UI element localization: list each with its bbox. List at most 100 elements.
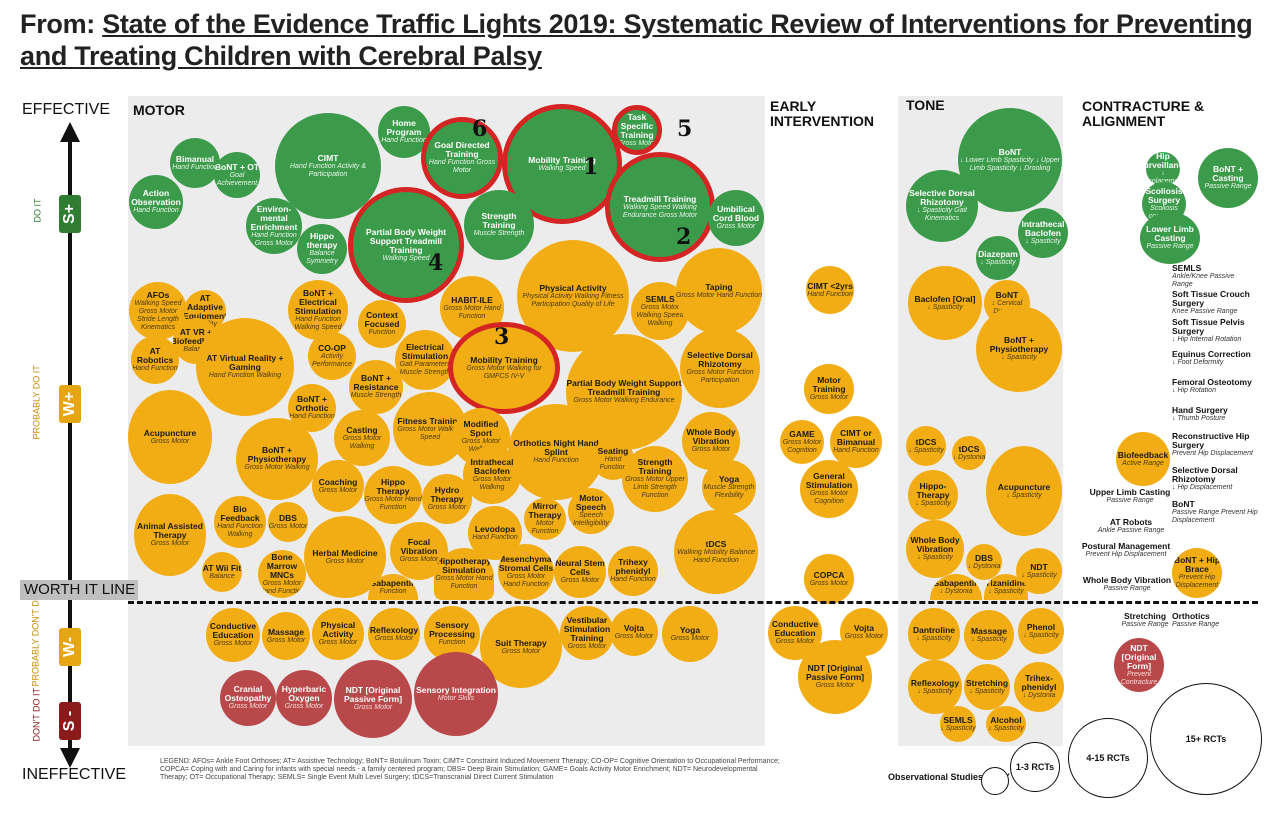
bubble-conductive-education-motor[interactable]: Conductive Education Gross Motor xyxy=(206,608,260,662)
bubble-trihexyphenidyl-tone[interactable]: Trihex-phenidyl ↓ Dystonia xyxy=(1014,662,1064,712)
bubble-cranial-osteopathy[interactable]: Cranial Osteopathy Gross Motor xyxy=(220,670,276,726)
bubble-goal-directed-training[interactable]: Goal Directed Training Hand Function Gros… xyxy=(421,117,503,199)
bubble-physical-activity-below[interactable]: Physical Activity Gross Motor xyxy=(312,608,364,660)
bubble-cimt-under-2[interactable]: CIMT <2yrs Hand Function xyxy=(806,266,854,314)
bubble-massage-tone[interactable]: Massage ↓ Spasticity xyxy=(964,610,1014,660)
bubble-vojta-early[interactable]: Vojta Gross Motor xyxy=(840,608,888,656)
bubble-game[interactable]: GAME Gross Motor Cognition xyxy=(780,420,824,464)
bubble-motor-training[interactable]: Motor Training Gross Motor xyxy=(804,364,854,414)
bubble-acupuncture-motor[interactable]: Acupuncture Gross Motor xyxy=(128,390,212,484)
bubble-strength-training-yellow[interactable]: Strength Training Gross Motor Upper Limb … xyxy=(622,446,688,512)
bubble-ndt-passive-motor[interactable]: NDT [Original Passive Form] Gross Motor xyxy=(334,660,412,738)
bubble-context-focused[interactable]: Context Focused Function xyxy=(358,300,406,348)
item-femoral-osteotomy[interactable]: Femoral Osteotomy ↓ Hip Rotation xyxy=(1172,377,1252,395)
bubble-intrathecal-baclofen-motor[interactable]: Intrathecal Baclofen Gross Motor Walking xyxy=(463,446,521,504)
item-postural-management[interactable]: Postural Management Prevent Hip Displacem… xyxy=(1081,541,1171,559)
bubble-general-stimulation[interactable]: General Stimulation Gross Motor Cognition xyxy=(800,460,858,518)
item-soft-tissue-pelvis[interactable]: Soft Tissue Pelvis Surgery ↓ Hip Internal… xyxy=(1172,317,1245,344)
bubble-semls-tone[interactable]: SEMLS ↓ Spasticity xyxy=(940,706,976,742)
item-bont-contracture[interactable]: BoNT Passive Range Prevent Hip Displaceme… xyxy=(1172,499,1258,525)
bubble-bont-ot[interactable]: BoNT + OT Goal Achievement xyxy=(214,152,260,198)
bubble-bont-resistance[interactable]: BoNT + Resistance Muscle Strength xyxy=(349,360,403,414)
bubble-at-robotics[interactable]: AT Robotics Hand Function xyxy=(131,336,179,384)
bubble-sensory-processing[interactable]: Sensory Processing Function xyxy=(424,606,480,662)
bubble-diazepam[interactable]: Diazepam ↓ Spasticity xyxy=(976,236,1020,280)
bubble-orthotics-night-hand-splint[interactable]: Orthotics Night Hand Splint Hand Function xyxy=(508,404,604,500)
item-equinus-correction[interactable]: Equinus Correction ↓ Foot Deformity xyxy=(1172,349,1251,367)
bubble-coaching[interactable]: Coaching Gross Motor xyxy=(312,460,364,512)
bubble-hippo-therapy-yellow[interactable]: Hippo Therapy Gross Motor Hand Function xyxy=(364,466,422,524)
bubble-electrical-stimulation[interactable]: Electrical Stimulation Gait Parameters Mu… xyxy=(395,330,455,390)
bubble-hippo-therapy-green[interactable]: Hippo therapy Balance Symmetry xyxy=(297,224,347,274)
bubble-alcohol[interactable]: Alcohol ↓ Spasticity xyxy=(986,706,1026,742)
bubble-task-specific-training[interactable]: Task Specific Training Gross Motor xyxy=(612,105,662,155)
bubble-cimt[interactable]: CIMT Hand Function Activity & Participati… xyxy=(275,113,381,219)
bubble-bio-feedback-motor[interactable]: Bio Feedback Hand Function Walking xyxy=(214,496,266,548)
bubble-baclofen-oral[interactable]: Baclofen [Oral] ↓ Spasticity xyxy=(908,266,982,340)
bubble-yoga-below[interactable]: Yoga Gross Motor xyxy=(662,606,718,662)
bubble-gabapentin-motor[interactable]: Gabapentin Function xyxy=(368,574,418,600)
bubble-mobility-training-yellow[interactable]: Mobility Training Gross Motor Walking for… xyxy=(448,322,560,414)
bubble-reflexology-tone[interactable]: Reflexology ↓ Spasticity xyxy=(908,660,962,714)
bubble-cimt-or-bimanual[interactable]: CIMT or Bimanual Hand Function xyxy=(830,416,882,468)
bubble-lower-limb-casting[interactable]: Lower Limb Casting Passive Range xyxy=(1140,212,1200,264)
item-stretching-contracture[interactable]: Stretching Passive Range xyxy=(1121,611,1169,629)
item-orthotics-contracture[interactable]: Orthotics Passive Range xyxy=(1172,611,1220,629)
bubble-tdcs-spasticity[interactable]: tDCS ↓ Spasticity xyxy=(906,426,946,466)
bubble-intrathecal-baclofen-tone[interactable]: Intrathecal Baclofen ↓ Spasticity xyxy=(1018,208,1068,258)
bubble-bont-physiotherapy-tone[interactable]: BoNT + Physiotherapy ↓ Spasticity xyxy=(976,306,1062,392)
bubble-hip-surveillance[interactable]: Hip Surveillance↓ Displacement xyxy=(1146,152,1180,186)
bubble-bont-hip-brace[interactable]: BoNT + Hip Brace Prevent Hip Displacement xyxy=(1172,548,1222,598)
bubble-dbs-tone[interactable]: DBS ↓ Dystonia xyxy=(966,544,1002,580)
bubble-massage-motor[interactable]: Massage Gross Motor xyxy=(262,612,310,660)
bubble-animal-assisted-therapy[interactable]: Animal Assisted Therapy Gross Motor xyxy=(134,494,206,576)
item-wbv-contracture[interactable]: Whole Body Vibration Passive Range xyxy=(1082,575,1172,593)
bubble-hippo-therapy-tone[interactable]: Hippo-Therapy ↓ Spasticity xyxy=(908,470,958,520)
bubble-copca[interactable]: COPCA Gross Motor xyxy=(804,554,854,604)
bubble-sensory-integration[interactable]: Sensory Integration Motor Skills xyxy=(414,652,498,736)
bubble-at-virtual-reality[interactable]: AT Virtual Reality + Gaming Hand Function… xyxy=(196,318,294,416)
bubble-sdr-motor[interactable]: Selective Dorsal Rhizotomy Gross Motor Fu… xyxy=(680,328,760,408)
bubble-tdcs-motor[interactable]: tDCS Walking Mobility Balance Hand Functi… xyxy=(674,510,758,594)
bubble-bont-physiotherapy-motor[interactable]: BoNT + Physiotherapy Gross Motor Walking xyxy=(236,418,318,500)
bubble-bont-casting[interactable]: BoNT + Casting Passive Range xyxy=(1198,148,1258,208)
bubble-ndt-original-form[interactable]: NDT [Original Form] Prevent Contracture xyxy=(1114,638,1164,692)
bubble-dantroline[interactable]: Dantroline ↓ Spasticity xyxy=(908,608,960,660)
bubble-strength-training-green[interactable]: Strength Training Muscle Strength xyxy=(464,190,534,260)
bubble-trihexyphenidyl-motor[interactable]: Trihexy phenidyl Hand Function xyxy=(608,546,658,596)
bubble-vojta-motor[interactable]: Vojta Gross Motor xyxy=(610,608,658,656)
bubble-yoga-motor[interactable]: Yoga Muscle Strength Flexibility xyxy=(702,460,756,514)
bubble-motor-speech[interactable]: Motor Speech Speech Intelligibility xyxy=(568,488,614,534)
bubble-hippotherapy-simulation[interactable]: Hippotherapy Simulation Gross Motor Hand … xyxy=(434,548,494,600)
bubble-taping[interactable]: Taping Gross Motor Hand Function xyxy=(676,248,762,334)
item-sdr-contracture[interactable]: Selective Dorsal Rhizotomy ↓ Hip Displace… xyxy=(1172,465,1238,492)
bubble-environmental-enrichment[interactable]: Environ-mental Enrichment Hand Function G… xyxy=(246,198,302,254)
bubble-gabapentin-tone[interactable]: Gabapentin ↓ Dystonia xyxy=(930,574,982,600)
bubble-acupuncture-tone[interactable]: Acupuncture ↓ Spasticity xyxy=(986,446,1062,536)
item-semls-contracture[interactable]: SEMLS Ankle/Knee Passive Range xyxy=(1172,263,1235,289)
bubble-tdcs-dystonia[interactable]: tDCS ↓ Dystonia xyxy=(952,436,986,470)
bubble-stretching-tone[interactable]: Stretching ↓ Spasticity xyxy=(964,664,1010,710)
bubble-mirror-therapy[interactable]: Mirror Therapy Motor Function xyxy=(524,498,566,540)
bubble-neural-stem-cells[interactable]: Neural Stem Cells Gross Motor xyxy=(554,546,606,598)
bubble-bont-electrical-stimulation[interactable]: BoNT + Electrical Stimulation Hand Functi… xyxy=(288,280,348,340)
item-hand-surgery[interactable]: Hand Surgery ↓ Thumb Posture xyxy=(1172,405,1228,423)
bubble-whole-body-vibration-motor[interactable]: Whole Body Vibration Gross Motor xyxy=(682,412,740,470)
bubble-hyperbaric-oxygen[interactable]: Hyperbaric Oxygen Gross Motor xyxy=(276,670,332,726)
bubble-bimanual[interactable]: Bimanual Hand Function xyxy=(170,138,220,188)
bubble-casting-motor[interactable]: Casting Gross Motor Walking xyxy=(334,410,390,466)
bubble-bone-marrow-mncs[interactable]: Bone Marrow MNCs Gross Motor Hand Functio… xyxy=(258,550,306,598)
bubble-wbv-tone[interactable]: Whole Body Vibration ↓ Spasticity xyxy=(906,520,964,578)
bubble-mesenchymal[interactable]: Mesenchymal Stromal Cells Gross Motor Han… xyxy=(498,544,554,600)
bubble-vestibular-stimulation[interactable]: Vestibular Stimulation Training Gross Mot… xyxy=(560,606,614,660)
bubble-umbilical-cord-blood[interactable]: Umbilical Cord Blood Gross Motor xyxy=(708,190,764,246)
item-at-robots[interactable]: AT Robots Ankle Passive Range xyxy=(1097,517,1165,535)
item-soft-tissue-crouch[interactable]: Soft Tissue Crouch Surgery Knee Passive R… xyxy=(1172,289,1250,316)
bubble-suit-therapy[interactable]: Suit Therapy Gross Motor xyxy=(480,606,562,688)
item-reconstructive-hip[interactable]: Reconstructive Hip Surgery Prevent Hip Di… xyxy=(1172,431,1253,458)
bubble-biofeedback-contracture[interactable]: Biofeedback Active Range xyxy=(1116,432,1170,486)
bubble-ndt-passive-early[interactable]: NDT [Original Passive Form] Gross Motor xyxy=(798,640,872,714)
bubble-action-observation[interactable]: Action Observation Hand Function xyxy=(129,175,183,229)
bubble-phenol[interactable]: Phenol ↓ Spasticity xyxy=(1018,608,1064,654)
bubble-dbs-motor[interactable]: DBS Gross Motor xyxy=(268,502,308,542)
